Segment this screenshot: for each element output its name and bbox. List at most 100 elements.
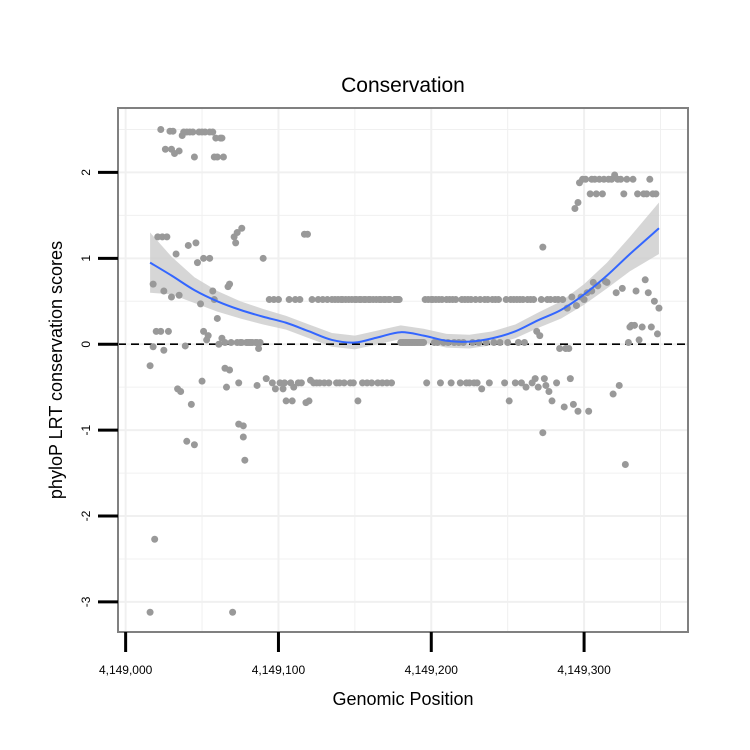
data-point	[172, 250, 180, 258]
data-point	[183, 437, 191, 445]
data-point	[297, 379, 305, 387]
data-point	[420, 339, 428, 347]
y-tick-label: -1	[79, 424, 93, 435]
y-axis: -3 -2 -1 0 1 2	[79, 169, 118, 607]
data-point	[164, 327, 172, 335]
data-point	[580, 296, 588, 304]
x-tick-label: 4,149,100	[252, 663, 306, 677]
data-point	[239, 422, 247, 430]
data-point	[514, 339, 522, 347]
data-point	[256, 339, 264, 347]
data-point	[423, 379, 431, 387]
data-points	[146, 125, 663, 616]
data-point	[160, 287, 168, 295]
data-point	[618, 284, 626, 292]
data-point	[646, 175, 654, 183]
data-point	[175, 147, 183, 155]
data-point	[157, 125, 165, 133]
data-point	[496, 339, 504, 347]
data-point	[282, 397, 290, 405]
data-point	[634, 190, 642, 198]
data-point	[349, 379, 357, 387]
data-point	[163, 233, 171, 241]
data-point	[354, 397, 362, 405]
data-point	[592, 190, 600, 198]
data-point	[192, 239, 200, 247]
data-point	[206, 254, 214, 262]
data-point	[232, 239, 240, 247]
data-point	[542, 381, 550, 389]
data-point	[536, 332, 544, 340]
data-point	[447, 379, 455, 387]
data-point	[565, 345, 573, 353]
data-point	[227, 339, 235, 347]
data-point	[149, 280, 157, 288]
data-point	[226, 366, 234, 374]
data-point	[631, 321, 639, 329]
chart-title: Conservation	[341, 74, 465, 97]
data-point	[582, 175, 590, 183]
data-point	[537, 296, 545, 304]
data-point	[189, 128, 197, 136]
data-point	[395, 296, 403, 304]
data-point	[296, 296, 304, 304]
data-point	[650, 297, 658, 305]
data-point	[534, 383, 542, 391]
data-point	[340, 379, 348, 387]
data-point	[572, 302, 580, 310]
data-point	[620, 190, 628, 198]
data-point	[647, 323, 655, 331]
grid	[118, 108, 688, 632]
data-point	[559, 296, 567, 304]
data-point	[624, 339, 632, 347]
data-point	[520, 339, 528, 347]
data-point	[241, 456, 249, 464]
x-tick-label: 4,149,000	[99, 663, 153, 677]
data-point	[609, 390, 617, 398]
data-point	[175, 291, 183, 299]
data-point	[598, 190, 606, 198]
x-tick-label: 4,149,300	[557, 663, 611, 677]
data-point	[274, 296, 282, 304]
y-axis-label: phyloP LRT conservation scores	[46, 241, 66, 499]
data-point	[641, 276, 649, 284]
data-point	[655, 304, 663, 312]
data-point	[285, 296, 293, 304]
data-point	[517, 379, 525, 387]
data-point	[233, 229, 241, 237]
data-point	[213, 314, 221, 322]
data-point	[643, 190, 651, 198]
data-point	[553, 379, 561, 387]
y-tick-label: -2	[79, 510, 93, 521]
data-point	[190, 441, 198, 449]
data-point	[161, 145, 169, 153]
data-point	[632, 287, 640, 295]
data-point	[262, 375, 270, 383]
data-point	[268, 379, 276, 387]
data-point	[271, 385, 279, 393]
x-axis-label: Genomic Position	[332, 689, 473, 709]
data-point	[239, 433, 247, 441]
data-point	[219, 153, 227, 161]
data-point	[209, 287, 217, 295]
data-point	[452, 296, 460, 304]
y-tick-label: 1	[79, 255, 93, 262]
data-point	[290, 383, 298, 391]
data-point	[288, 397, 296, 405]
data-point	[160, 346, 168, 354]
data-point	[204, 332, 212, 340]
data-point	[623, 175, 631, 183]
x-tick-label: 4,149,200	[405, 663, 459, 677]
data-point	[644, 289, 652, 297]
data-point	[151, 535, 159, 543]
data-point	[539, 429, 547, 437]
data-point	[569, 400, 577, 408]
data-point	[501, 379, 509, 387]
data-point	[325, 379, 333, 387]
data-point	[184, 241, 192, 249]
data-point	[281, 379, 289, 387]
data-point	[574, 407, 582, 415]
data-point	[303, 230, 311, 238]
data-point	[612, 289, 620, 297]
